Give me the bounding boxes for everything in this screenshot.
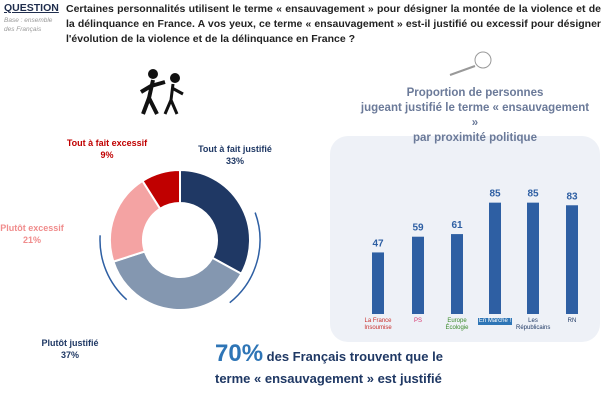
base-note: Base : ensemble des Français	[4, 17, 53, 33]
magnifier-icon	[449, 51, 492, 76]
bar-chart: 47 59 61 85 85 83	[372, 189, 578, 314]
bar-value-label: 83	[566, 191, 578, 202]
donut-slice-0	[179, 168, 251, 276]
donut-slice-1	[112, 250, 243, 311]
label-tout-a-fait-excessif: Tout à fait excessif 9%	[66, 138, 148, 160]
bar-value-label: 59	[412, 223, 424, 234]
party-logo-4: Les Républicains	[516, 318, 551, 331]
party-logo-5: RN	[567, 318, 577, 324]
bar-2	[451, 234, 463, 314]
bar-5	[566, 205, 578, 314]
bar-value-label: 61	[451, 220, 463, 231]
donut-slice-3	[141, 168, 181, 211]
summary: 70% des Français trouvent que le terme « …	[215, 340, 443, 387]
party-logo-3: En Marche !	[478, 318, 512, 325]
label-plutot-justifie: Plutôt justifié 37%	[41, 338, 99, 360]
fight-illustration-icon	[139, 69, 184, 115]
bar-chart-title: Proportion de personnes jugeant justifié …	[360, 87, 590, 144]
label-plutot-excessif: Plutôt excessif 21%	[0, 223, 64, 245]
question-text: Certaines personnalités utilisent le ter…	[66, 3, 601, 45]
party-logo-1: PS	[413, 318, 422, 324]
arrow-arc-0	[229, 212, 261, 304]
bar-value-label: 47	[372, 238, 384, 249]
bar-1	[412, 236, 424, 314]
donut-chart	[99, 168, 261, 311]
bar-0	[372, 252, 384, 314]
label-tout-a-fait-justifie: Tout à fait justifié 33%	[198, 144, 272, 166]
party-logo-0: La France Insoumise	[364, 318, 392, 331]
bar-4	[527, 202, 539, 314]
party-logo-2: Europe Écologie	[445, 318, 469, 331]
question-label: QUESTION	[4, 2, 59, 14]
bar-value-label: 85	[489, 189, 501, 200]
bar-3	[489, 202, 501, 314]
arrow-arc-1	[99, 235, 128, 301]
bar-value-label: 85	[527, 189, 539, 200]
